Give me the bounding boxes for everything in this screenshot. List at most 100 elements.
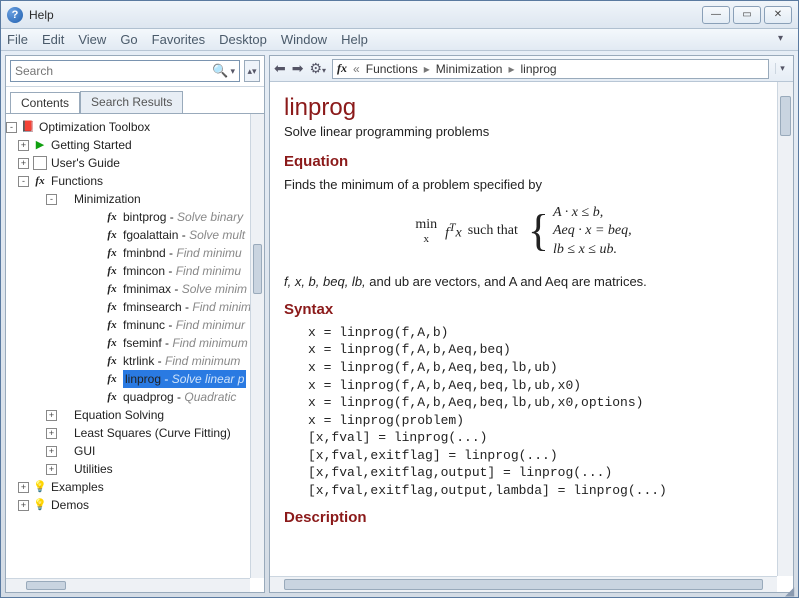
page-title: linprog [284,94,763,122]
maximize-button[interactable]: ▭ [733,6,761,24]
content-scrollbar-horizontal[interactable] [270,576,777,592]
tree-users-guide[interactable]: User's Guide [51,154,120,172]
tree-scrollbar-horizontal[interactable] [6,578,250,592]
book-icon: 📕 [20,119,36,135]
content-scrollbar-vertical[interactable] [777,82,793,576]
minimize-button[interactable]: — [702,6,730,24]
contents-tree[interactable]: -📕Optimization Toolbox +▶Getting Started… [6,114,250,578]
scrollbar-thumb[interactable] [780,96,791,136]
tree-equation-solving[interactable]: Equation Solving [74,406,164,424]
doc-icon [32,155,48,171]
equation-after: f, x, b, beq, lb, and ub are vectors, an… [284,273,763,291]
tree-least-squares[interactable]: Least Squares (Curve Fitting) [74,424,231,442]
resize-grip-icon[interactable]: ◢ [785,584,797,596]
fx-icon: fx [104,335,120,351]
tree-fx-item[interactable]: bintprog - Solve binary [123,208,243,226]
tree-gui[interactable]: GUI [74,442,95,460]
tree-fx-item[interactable]: ktrlink - Find minimum [123,352,240,370]
fx-icon: fx [104,245,120,261]
heading-description: Description [284,509,763,526]
search-dropdown-icon[interactable]: ▾ [230,66,235,77]
menu-go[interactable]: Go [120,32,137,47]
tree-examples[interactable]: Examples [51,478,104,496]
tree-root[interactable]: Optimization Toolbox [39,118,150,136]
syntax-code: x = linprog(f,A,b) x = linprog(f,A,b,Aeq… [308,324,763,499]
main-area: 🔍 ▾ ▴▾ Contents Search Results -📕Optimiz… [1,51,798,597]
tree-scrollbar-vertical[interactable] [250,114,264,578]
fx-icon: fx [104,227,120,243]
tree-fx-item[interactable]: fmincon - Find minimu [123,262,241,280]
expander-icon[interactable]: + [46,428,57,439]
page-subtitle: Solve linear programming problems [284,124,763,139]
tree-fx-item[interactable]: fseminf - Find minimum [123,334,248,352]
expander-icon[interactable]: - [46,194,57,205]
expander-icon[interactable]: + [18,140,29,151]
equation-block: minx fTx such that { A · x ≤ b, Aeq · x … [284,204,763,259]
eq-line-1: A · x ≤ b, [553,204,632,222]
left-tabs: Contents Search Results [6,87,264,113]
scrollbar-thumb[interactable] [284,579,763,590]
titlebar[interactable]: ? Help — ▭ ✕ [1,1,798,29]
menubar-overflow-icon[interactable]: ▾ [778,33,792,47]
expander-icon[interactable]: + [46,410,57,421]
search-box[interactable]: 🔍 ▾ [10,60,240,82]
tab-contents[interactable]: Contents [10,92,80,114]
tree-fx-item[interactable]: fminunc - Find minimur [123,316,245,334]
breadcrumb-linprog[interactable]: linprog [521,62,557,76]
heading-syntax: Syntax [284,301,763,318]
fx-icon: fx [32,173,48,189]
breadcrumb-sep-icon: « [353,62,360,76]
breadcrumb-dropdown-icon[interactable]: ▾ [775,63,789,74]
search-input[interactable] [15,64,212,78]
tree-functions[interactable]: Functions [51,172,103,190]
tab-search-results[interactable]: Search Results [80,91,183,113]
tree-fx-item[interactable]: fminbnd - Find minimu [123,244,242,262]
expander-icon[interactable]: + [18,158,29,169]
expander-icon[interactable]: + [46,464,57,475]
menu-help[interactable]: Help [341,32,368,47]
eq-suchthat: such that [468,223,518,239]
search-options-button[interactable]: ▴▾ [244,60,260,82]
breadcrumb-functions[interactable]: Functions [366,62,418,76]
expander-icon[interactable]: - [6,122,17,133]
scrollbar-thumb[interactable] [26,581,66,590]
menu-view[interactable]: View [78,32,106,47]
tree-demos[interactable]: Demos [51,496,89,514]
menu-favorites[interactable]: Favorites [152,32,205,47]
tree-utilities[interactable]: Utilities [74,460,113,478]
play-icon: ▶ [32,137,48,153]
tree-fx-item[interactable]: linprog - Solve linear p [123,370,246,388]
search-row: 🔍 ▾ ▴▾ [6,56,264,87]
fx-icon: fx [337,61,347,76]
tree-getting-started[interactable]: Getting Started [51,136,132,154]
nav-back-icon[interactable]: ⬅ [274,60,286,77]
heading-equation: Equation [284,153,763,170]
expander-icon[interactable]: - [18,176,29,187]
breadcrumb[interactable]: fx « Functions ▸ Minimization ▸ linprog [332,59,769,79]
tree-fx-item[interactable]: fminimax - Solve minim [123,280,247,298]
menu-edit[interactable]: Edit [42,32,64,47]
close-button[interactable]: ✕ [764,6,792,24]
scrollbar-thumb[interactable] [253,244,262,294]
fx-icon: fx [104,353,120,369]
eq-line-2: Aeq · x = beq, [553,222,632,240]
bulb-icon: 💡 [32,497,48,513]
menu-file[interactable]: File [7,32,28,47]
expander-icon[interactable]: + [18,500,29,511]
expander-icon[interactable]: + [46,446,57,457]
tree-minimization[interactable]: Minimization [74,190,141,208]
tree-fx-item[interactable]: fgoalattain - Solve mult [123,226,245,244]
menu-window[interactable]: Window [281,32,327,47]
menu-desktop[interactable]: Desktop [219,32,267,47]
breadcrumb-chevron-icon: ▸ [424,62,430,76]
tree-fx-item[interactable]: fminsearch - Find minim [123,298,250,316]
expander-icon[interactable]: + [18,482,29,493]
bulb-icon: 💡 [32,479,48,495]
fx-icon: fx [104,371,120,387]
breadcrumb-minimization[interactable]: Minimization [436,62,503,76]
tree-fx-item[interactable]: quadprog - Quadratic [123,388,236,406]
nav-forward-icon[interactable]: ➡ [292,60,304,77]
search-icon[interactable]: 🔍 [212,63,228,79]
nav-gear-icon[interactable]: ⚙▾ [309,60,326,77]
menubar: File Edit View Go Favorites Desktop Wind… [1,29,798,51]
